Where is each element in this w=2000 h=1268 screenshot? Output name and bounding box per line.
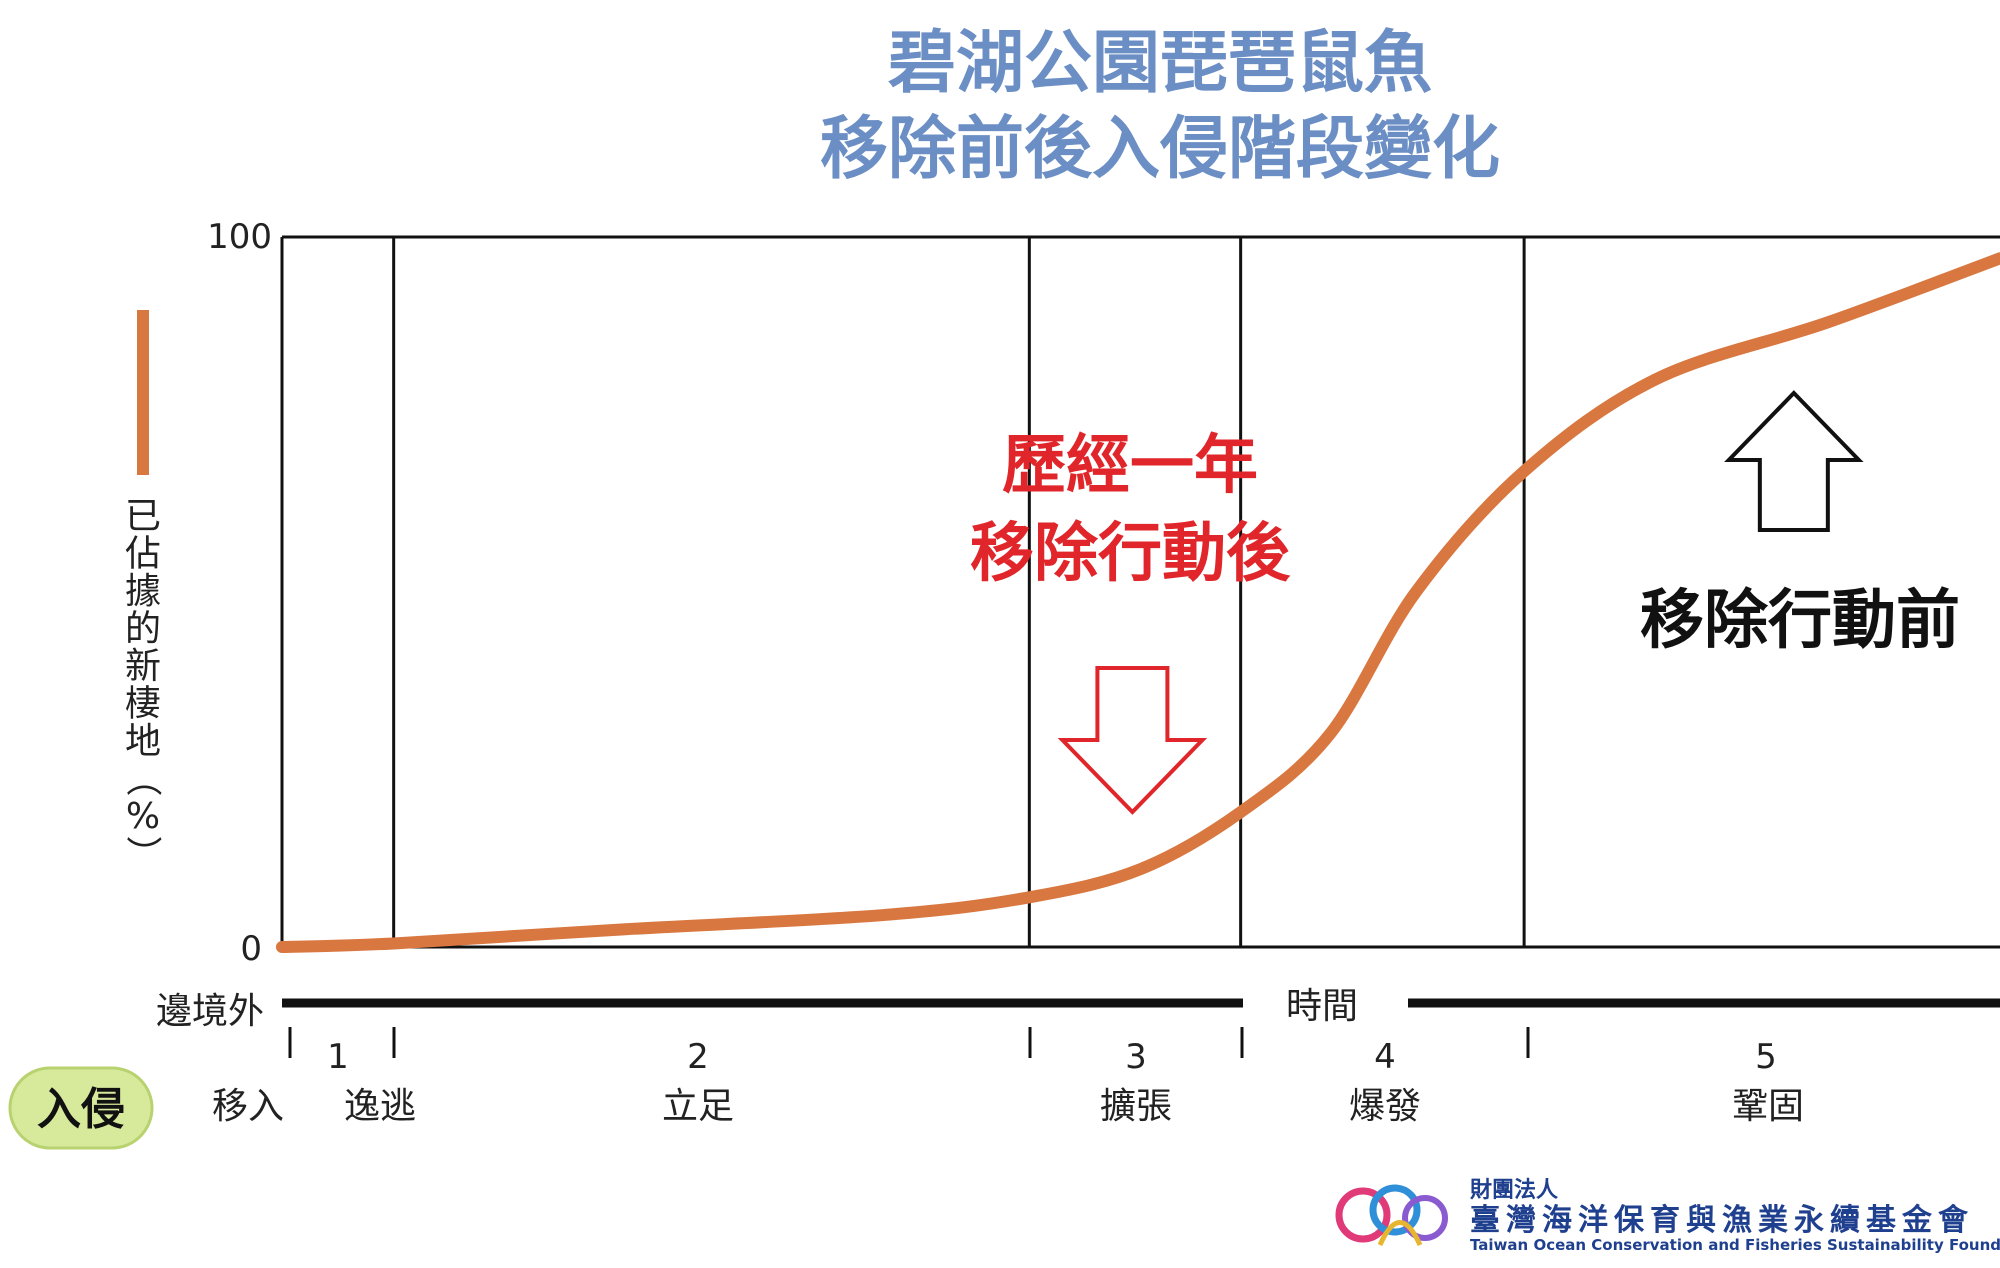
up-arrow-icon	[1724, 390, 1864, 532]
stage-name: 移入	[212, 1086, 284, 1127]
stage-name: 立足	[662, 1086, 734, 1127]
stage-name: 逸逃	[344, 1086, 416, 1127]
logo-ring-left	[1335, 1187, 1391, 1243]
y-axis-label-char: 佔	[125, 534, 161, 575]
badge-label: 入侵	[37, 1084, 125, 1135]
org-logo	[1335, 1184, 1448, 1247]
stage-number: 3	[1125, 1037, 1147, 1077]
stage-name: 鞏固	[1732, 1086, 1804, 1127]
stage-name: 爆發	[1349, 1086, 1421, 1127]
y-axis-label-char: %	[126, 796, 160, 837]
annotation-before: 移除行動前	[1640, 584, 1960, 658]
down-arrow-icon	[1057, 666, 1208, 815]
y-axis-label-char: 的	[125, 609, 161, 650]
axis-time-word: 時間	[1286, 986, 1358, 1027]
y-axis-label-char: 已	[125, 496, 161, 537]
legend-swatch	[137, 310, 149, 475]
plot-frame	[280, 235, 2000, 949]
y-axis-label-char: ）	[122, 835, 163, 871]
y-tick-100: 100	[207, 217, 272, 257]
chart-title-line2: 移除前後入侵階段變化	[820, 110, 1500, 189]
axis-left-word: 邊境外	[156, 991, 264, 1032]
stage-number: 5	[1755, 1037, 1777, 1077]
logo-ring-mid	[1369, 1184, 1421, 1236]
stage-number: 2	[687, 1037, 709, 1077]
logo-ring-right	[1402, 1195, 1448, 1241]
logo-swoosh	[1377, 1220, 1423, 1247]
org-line2: 臺灣海洋保育與漁業永續基金會	[1470, 1203, 1974, 1238]
y-axis-label-char: 地	[125, 721, 161, 762]
y-axis-label-char: 新	[125, 646, 161, 687]
org-line1: 財團法人	[1470, 1178, 1558, 1203]
invasion-badge: 入侵	[8, 1066, 154, 1150]
stage-labels: 1 移入 逸逃 2 立足 3 擴張 4 爆發 5 鞏固	[212, 1027, 1804, 1127]
stage-number: 1	[327, 1037, 349, 1077]
y-axis-label-char: 據	[125, 571, 161, 612]
badge-shape	[8, 1066, 154, 1150]
stage-name: 擴張	[1100, 1086, 1172, 1127]
annotation-after-line2: 移除行動後	[970, 517, 1291, 591]
down-arrow-shape	[1057, 666, 1208, 815]
stage-number: 4	[1374, 1037, 1396, 1077]
y-tick-0: 0	[240, 929, 262, 969]
annotation-after-line1: 歷經一年	[1002, 429, 1258, 503]
series-line	[276, 252, 2000, 953]
chart-title-line1: 碧湖公園琵琶鼠魚	[888, 24, 1432, 103]
y-axis-label-char: 棲	[125, 684, 161, 725]
up-arrow-shape	[1724, 390, 1864, 532]
stage-boundaries	[392, 237, 1526, 947]
org-line3: Taiwan Ocean Conservation and Fisheries …	[1470, 1236, 2000, 1254]
y-axis-label-char: （	[122, 760, 163, 796]
